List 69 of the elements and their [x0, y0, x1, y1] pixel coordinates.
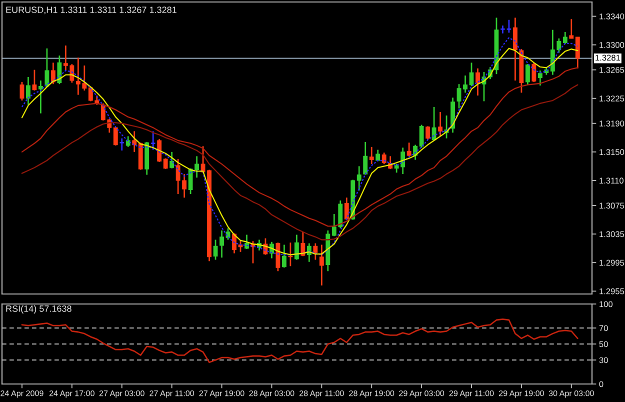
y-tick-label: 1.2955 [600, 288, 624, 294]
y-tick-label: 1.3110 [600, 178, 624, 184]
candlestick [244, 234, 249, 250]
candlestick [220, 230, 224, 258]
candlestick [562, 31, 568, 45]
y-tick-label: 1.3225 [600, 96, 624, 102]
candlestick [226, 228, 230, 240]
line-series [21, 84, 578, 240]
x-tick-label: 29 Apr 03:00 [399, 390, 444, 398]
candlestick [369, 146, 374, 165]
candlestick [569, 18, 574, 40]
candlestick [20, 81, 24, 102]
y-tick-label: 70 [599, 325, 608, 332]
candlestick [356, 166, 362, 192]
candlestick [126, 136, 130, 148]
y-tick-label: 30 [599, 357, 608, 364]
line-series [21, 318, 578, 364]
y-tick-label: 1.3035 [600, 231, 624, 238]
candlestick [119, 138, 125, 152]
x-tick-label: 27 Apr 03:00 [99, 390, 144, 398]
candlestick [32, 69, 37, 92]
candlestick [113, 126, 118, 146]
candlestick [512, 17, 518, 82]
y-tick-label: 1.3265 [600, 67, 624, 73]
x-tick-label: 29 Apr 19:00 [499, 390, 544, 398]
candlestick [532, 62, 536, 83]
x-tick-label: 24 Apr 2009 [0, 390, 44, 398]
candlestick [432, 106, 436, 142]
candlestick [363, 141, 368, 176]
candlestick [344, 196, 349, 220]
x-tick-label: 27 Apr 11:00 [150, 390, 194, 398]
x-tick-label: 30 Apr 03:00 [548, 390, 594, 398]
candlestick [50, 62, 56, 85]
y-tick-label: 1.2995 [600, 260, 624, 266]
x-tick-label: 27 Apr 19:00 [199, 390, 244, 398]
y-tick-label: 100 [600, 301, 613, 308]
x-tick-label: 24 Apr 17:00 [49, 390, 94, 398]
candlestick [525, 63, 530, 86]
candlestick [419, 124, 424, 148]
y-tick-label: 50 [599, 341, 608, 348]
candlestick [538, 70, 542, 86]
y-tick-label: 1.3190 [600, 120, 624, 126]
y-tick-label: 0 [599, 381, 604, 388]
candlestick [426, 126, 430, 140]
candlestick [506, 19, 512, 34]
x-tick-label: 28 Apr 03:00 [249, 390, 294, 398]
candlestick [438, 111, 442, 137]
y-tick-label: 1.3150 [600, 149, 624, 156]
candlestick [170, 151, 174, 170]
candlestick [575, 36, 580, 70]
y-tick-label: 1.3340 [600, 13, 624, 20]
candlestick [406, 142, 412, 157]
x-tick-label: 28 Apr 19:00 [349, 390, 394, 398]
candlestick [26, 76, 30, 106]
y-tick-label: 1.3075 [600, 202, 624, 209]
candlestick [313, 242, 318, 260]
chart-title: RSI(14) 57.1638 [6, 305, 72, 314]
x-tick-label: 28 Apr 11:00 [300, 390, 344, 398]
candlestick [213, 239, 218, 260]
y-tick-label: 1.3300 [600, 42, 624, 48]
chart-title: EURUSD,H1 1.3311 1.3311 1.3267 1.3281 [6, 6, 176, 14]
candlestick [150, 130, 156, 150]
candlestick [132, 130, 137, 153]
candlestick [282, 244, 286, 268]
candlestick [476, 68, 480, 96]
x-tick-label: 29 Apr 11:00 [449, 390, 494, 398]
candlestick [382, 152, 386, 165]
ref-line-label: 1.3281 [596, 54, 620, 61]
candlestick [319, 244, 324, 286]
